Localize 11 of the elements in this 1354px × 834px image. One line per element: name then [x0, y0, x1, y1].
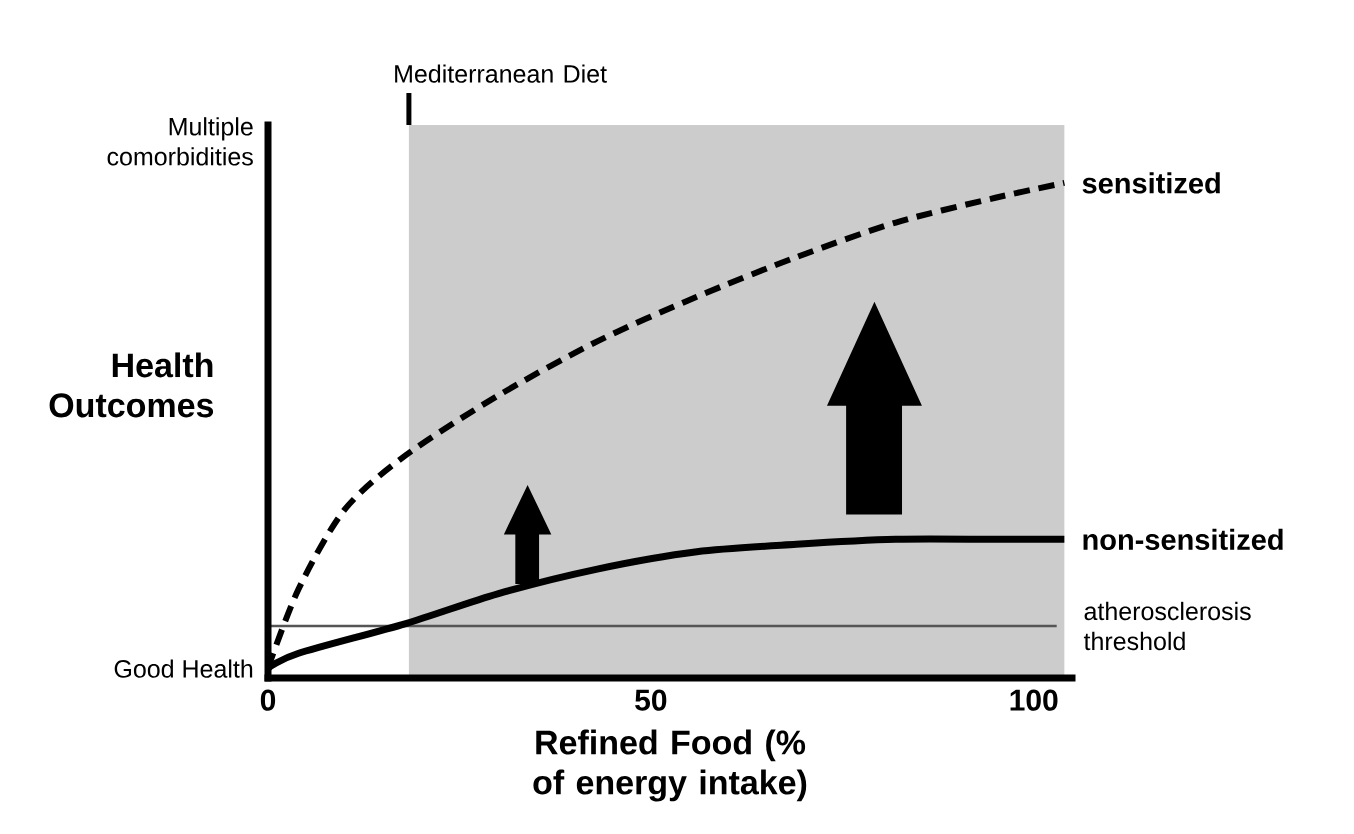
series-label: sensitized [1082, 172, 1220, 194]
x-tick-label: 100 [1010, 689, 1058, 711]
x-axis-title: Refined Food (% of energy intake) [533, 729, 807, 802]
text: Multiple comorbidities [107, 117, 253, 166]
x-tick-label: 50 [635, 689, 667, 711]
ref-line-label: atherosclerosis threshold [1083, 601, 1251, 651]
text: Good Health [114, 659, 253, 678]
x-tick-label: 0 [260, 689, 276, 711]
band-label: Mediterranean Diet [395, 64, 607, 83]
series-label: non-sensitized [1083, 528, 1283, 551]
y-axis-title: Health Outcomes [49, 352, 214, 418]
